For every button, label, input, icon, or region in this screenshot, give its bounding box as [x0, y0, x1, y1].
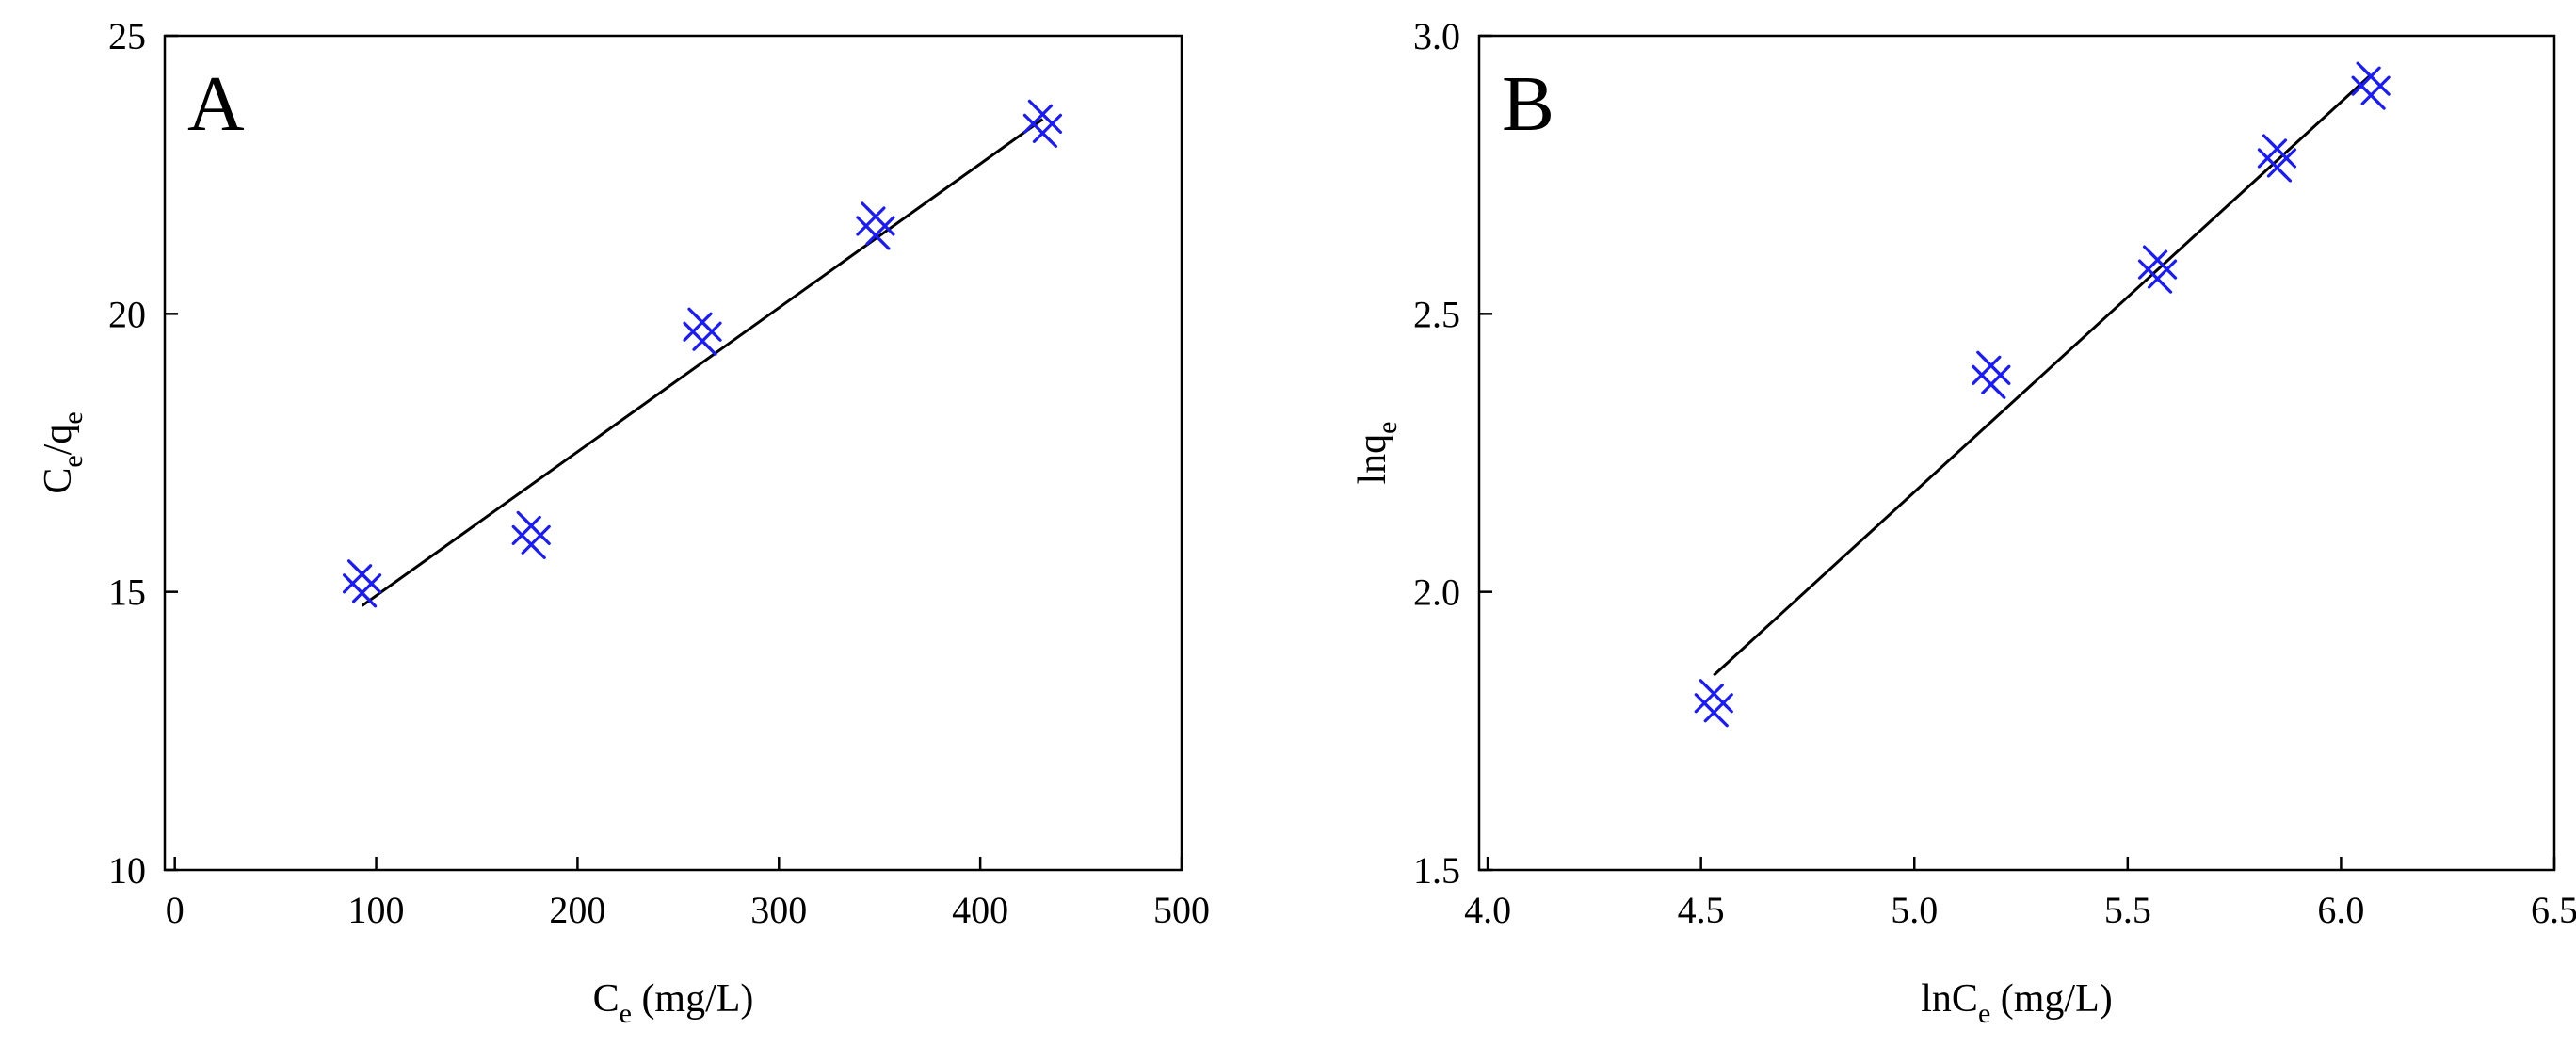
plot-frame [1477, 34, 2556, 872]
fit-line [361, 118, 1044, 607]
x-tick-label: 100 [348, 889, 405, 931]
y-axis-label: Ce/qe [37, 411, 89, 493]
data-point [1972, 350, 2011, 399]
x-axis-label: Ce (mg/L) [593, 977, 754, 1029]
x-tick-label: 400 [952, 889, 1008, 931]
data-point [342, 559, 382, 608]
x-tick-label: 300 [750, 889, 807, 931]
y-tick-label: 3.0 [1413, 15, 1460, 57]
x-tick-label: 6.5 [2531, 889, 2576, 931]
y-axis-label: lnqe [1351, 422, 1403, 485]
x-tick-label: 500 [1153, 889, 1210, 931]
x-tick-label: 4.0 [1464, 889, 1511, 931]
panel-letter: B [1502, 60, 1554, 148]
x-axis-label: lnCe (mg/L) [1921, 977, 2112, 1029]
y-tick-label: 10 [108, 849, 146, 892]
y-tick-label: 25 [108, 15, 146, 57]
y-tick-label: 2.5 [1413, 293, 1460, 335]
panel-a: 0 100 200 300 400 500 10 15 20 25 Ce (mg/L) Ce/qe A [37, 15, 1210, 1029]
data-point [856, 201, 895, 250]
panel-letter: A [187, 60, 245, 148]
y-tick-label: 20 [108, 293, 146, 335]
data-point [2257, 134, 2297, 183]
x-tick-label: 5.5 [2104, 889, 2151, 931]
data-point [683, 307, 722, 356]
data-point [1022, 99, 1063, 148]
x-tick-label: 4.5 [1678, 889, 1725, 931]
x-tick-label: 0 [166, 889, 185, 931]
y-tick-label: 2.0 [1413, 571, 1460, 614]
data-point [511, 510, 551, 560]
x-tick-label: 5.0 [1891, 889, 1938, 931]
x-tick-label: 200 [549, 889, 605, 931]
y-tick-label: 15 [108, 571, 146, 614]
data-point [2351, 61, 2391, 110]
y-tick-label: 1.5 [1413, 849, 1460, 892]
data-point [2137, 245, 2178, 294]
data-point [1694, 679, 1733, 728]
fit-line [1713, 73, 2373, 677]
x-tick-label: 6.0 [2317, 889, 2364, 931]
plot-frame [163, 34, 1183, 872]
panel-b: 4.0 4.5 5.0 5.5 6.0 6.5 1.5 2.0 2.5 3.0 lnCe (mg/L… [1351, 15, 2576, 1029]
